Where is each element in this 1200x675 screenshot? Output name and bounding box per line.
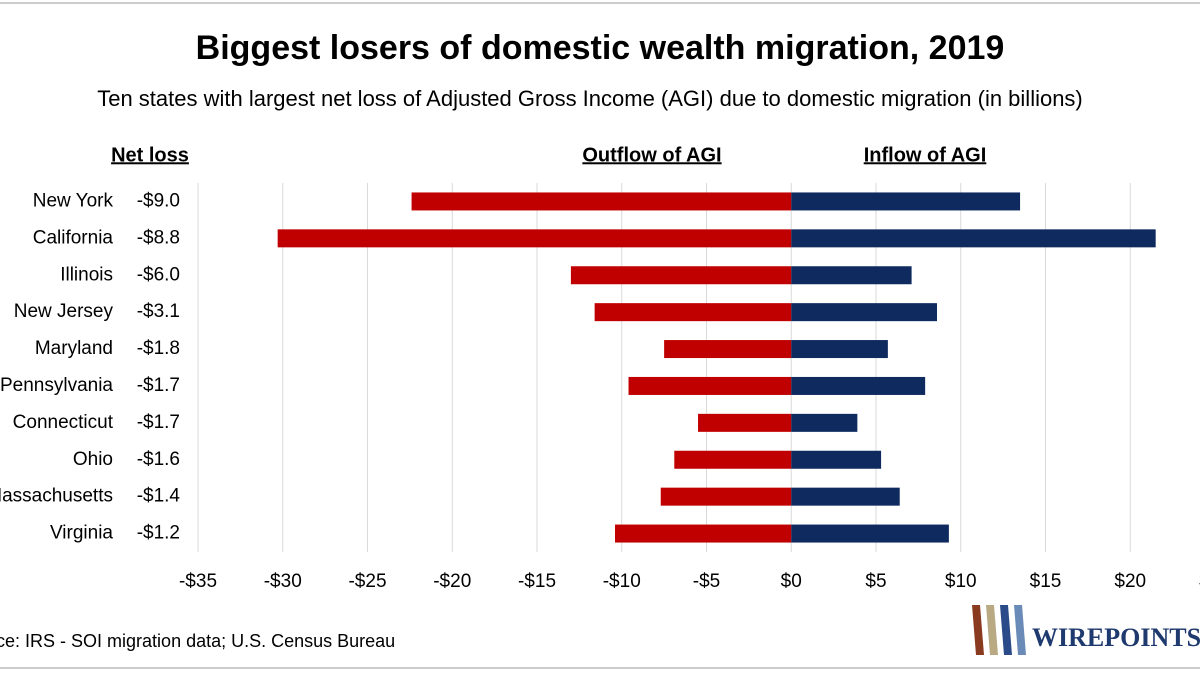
- bar: [614, 524, 792, 543]
- net-loss-label: -$6.0: [137, 264, 180, 285]
- bar: [277, 229, 792, 248]
- net-loss-label: -$8.8: [137, 227, 180, 248]
- bar: [791, 450, 882, 469]
- category-label: California: [33, 227, 114, 248]
- logo-text: WIREPOINTS: [1032, 623, 1200, 652]
- bar: [674, 450, 792, 469]
- bar: [791, 266, 912, 285]
- logo-stroke: [986, 605, 998, 655]
- bar: [791, 487, 900, 506]
- net-loss-label: -$1.6: [137, 449, 180, 470]
- x-tick-label: -$35: [179, 571, 217, 592]
- x-tick-label: -$15: [518, 571, 556, 592]
- bar: [664, 340, 792, 359]
- logo-stroke: [1000, 605, 1012, 655]
- net-loss-label: -$1.4: [137, 486, 181, 507]
- x-tick-label: -$25: [348, 571, 386, 592]
- net-loss-label: -$3.1: [137, 301, 180, 322]
- legend-outflow: Outflow of AGI: [582, 144, 721, 166]
- x-tick-label: $15: [1030, 571, 1062, 592]
- category-label: Connecticut: [13, 412, 114, 433]
- logo-stroke: [972, 605, 984, 655]
- bar: [698, 413, 792, 432]
- logo-stroke: [1014, 605, 1026, 655]
- logo-mark: [972, 605, 1026, 655]
- category-label: Illinois: [60, 264, 113, 285]
- bar: [570, 266, 792, 285]
- legend-inflow: Inflow of AGI: [864, 144, 987, 166]
- category-label: Massachusetts: [0, 486, 113, 507]
- bar: [660, 487, 792, 506]
- x-tick-label: -$20: [433, 571, 471, 592]
- bar: [594, 303, 792, 322]
- chart-title: Biggest losers of domestic wealth migrat…: [196, 29, 1005, 67]
- x-tick-label: $0: [781, 571, 802, 592]
- bar: [628, 376, 792, 395]
- category-label: Ohio: [73, 449, 113, 470]
- bar: [791, 524, 949, 543]
- bar: [791, 229, 1156, 248]
- category-label: Maryland: [35, 338, 113, 359]
- bar: [791, 376, 926, 395]
- category-label: Pennsylvania: [0, 375, 113, 396]
- bar: [411, 192, 792, 211]
- category-label: New Jersey: [14, 301, 114, 322]
- x-tick-label: -$30: [264, 571, 302, 592]
- source-note: Source: IRS - SOI migration data; U.S. C…: [0, 631, 395, 651]
- category-label: New York: [33, 190, 114, 211]
- bar: [791, 303, 938, 322]
- bar: [791, 340, 888, 359]
- x-tick-label: -$5: [693, 571, 720, 592]
- net-loss-label: -$1.8: [137, 338, 180, 359]
- bar: [791, 413, 858, 432]
- x-tick-label: $10: [945, 571, 977, 592]
- x-tick-label: $20: [1114, 571, 1146, 592]
- chart-subtitle: Ten states with largest net loss of Adju…: [97, 86, 1083, 111]
- x-tick-label: $5: [865, 571, 886, 592]
- net-loss-label: -$9.0: [137, 190, 180, 211]
- net-loss-label: -$1.7: [137, 412, 180, 433]
- net-loss-header: Net loss: [111, 144, 189, 166]
- net-loss-label: -$1.2: [137, 523, 180, 544]
- bar: [791, 192, 1021, 211]
- category-label: Virginia: [50, 523, 113, 544]
- net-loss-label: -$1.7: [137, 375, 180, 396]
- x-tick-label: -$10: [603, 571, 641, 592]
